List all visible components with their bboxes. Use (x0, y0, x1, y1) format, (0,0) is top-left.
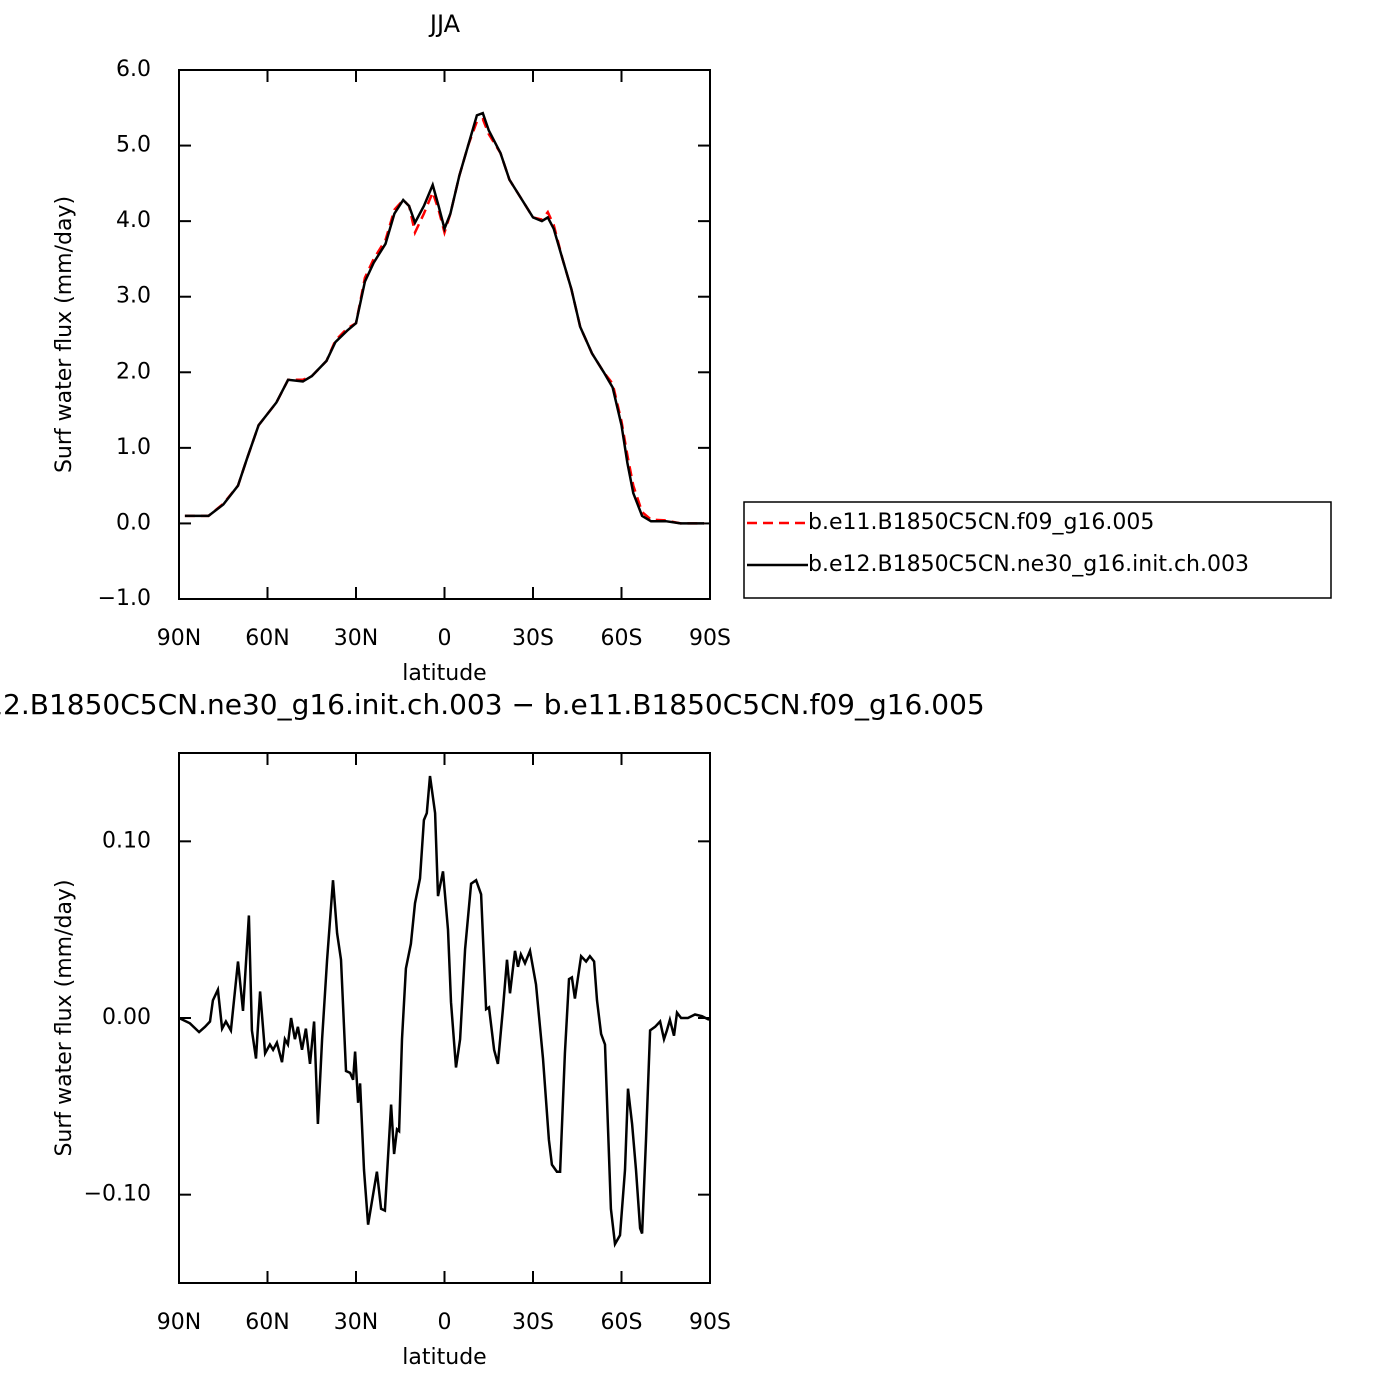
x-tick-label: 60N (245, 626, 289, 651)
x-axis-label: latitude (402, 1345, 486, 1370)
y-tick-label: 0.0 (116, 510, 151, 535)
y-tick-label: 4.0 (116, 208, 151, 233)
x-tick-label: 90N (157, 1310, 201, 1335)
x-tick-label: 30S (512, 626, 554, 651)
legend-label: b.e11.B1850C5CN.f09_g16.005 (808, 510, 1154, 535)
y-tick-label: 0.10 (102, 828, 151, 853)
y-tick-label: 6.0 (116, 57, 151, 82)
y-tick-label: −1.0 (98, 586, 151, 611)
chart-title: b.e12.B1850C5CN.ne30_g16.init.ch.003 − b… (0, 688, 985, 721)
x-tick-label: 0 (438, 1310, 452, 1335)
data-line (178, 775, 710, 1249)
chart-title: JJA (428, 10, 461, 38)
y-tick-label: 3.0 (116, 284, 151, 309)
y-tick-label: 2.0 (116, 359, 151, 384)
data-line (184, 111, 705, 525)
legend-label: b.e12.B1850C5CN.ne30_g16.init.ch.003 (808, 552, 1249, 577)
x-tick-label: 90N (157, 626, 201, 651)
x-tick-label: 30S (512, 1310, 554, 1335)
x-tick-label: 60S (601, 1310, 643, 1335)
x-tick-label: 60N (245, 1310, 289, 1335)
plot-frame (178, 69, 711, 600)
x-tick-label: 30N (334, 1310, 378, 1335)
y-axis-label: Surf water flux (mm/day) (52, 196, 77, 473)
legend-box (743, 501, 1332, 599)
y-tick-label: 5.0 (116, 133, 151, 158)
x-tick-label: 0 (438, 626, 452, 651)
y-axis-label: Surf water flux (mm/day) (52, 879, 77, 1156)
x-tick-label: 90S (689, 626, 731, 651)
x-tick-label: 60S (601, 626, 643, 651)
x-tick-label: 90S (689, 1310, 731, 1335)
x-axis-label: latitude (402, 661, 486, 686)
y-tick-label: 0.00 (102, 1005, 151, 1030)
y-tick-label: 1.0 (116, 435, 151, 460)
y-tick-label: −0.10 (84, 1182, 151, 1207)
x-tick-label: 30N (334, 626, 378, 651)
